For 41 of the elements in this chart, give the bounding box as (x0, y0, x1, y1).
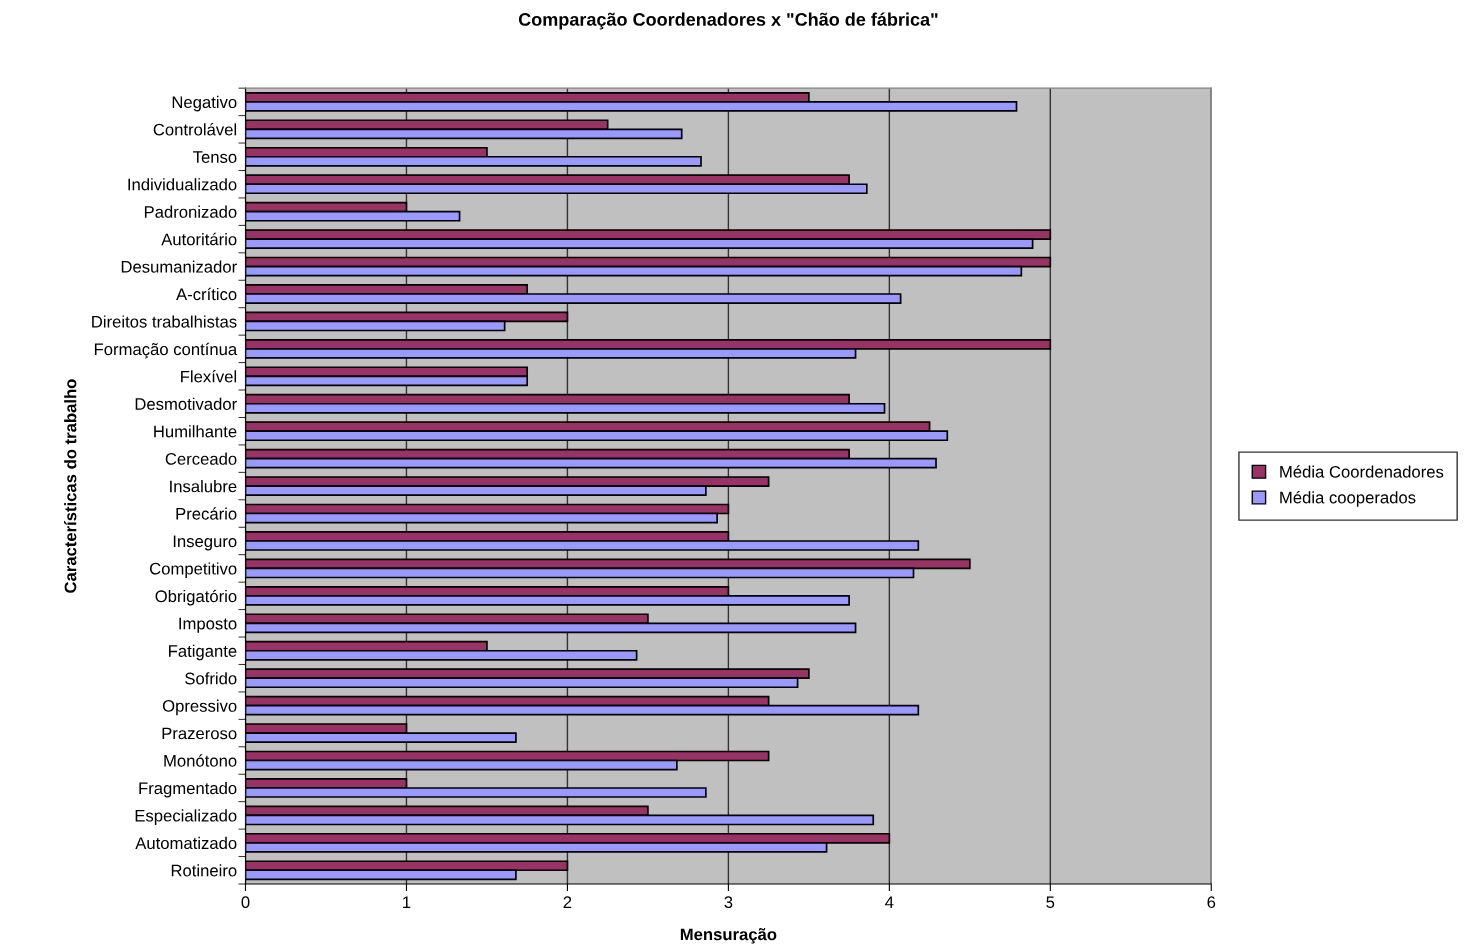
x-tick-label: 3 (724, 896, 733, 909)
y-tick-label: Formação contínua (94, 342, 238, 359)
y-tick-label: Controlável (153, 123, 237, 136)
y-tick-label: Flexível (181, 370, 237, 383)
y-tick-label: Humilhante (154, 425, 237, 438)
x-tick-label: 2 (563, 896, 572, 908)
y-tick-label: Sofrido (185, 672, 237, 685)
y-tick-label: Obrigatório (155, 589, 237, 606)
x-tick-label: 4 (885, 896, 894, 908)
y-tick-label: Direitos trabalhistas (92, 315, 237, 328)
x-tick-label: 1 (403, 896, 411, 908)
y-tick-label: Competitivo (150, 562, 237, 578)
y-tick-label: Rotineiro (171, 864, 237, 877)
y-tick-label: Precário (176, 507, 237, 520)
y-tick-label: Negativo (172, 95, 237, 112)
y-tick-label: Imposto (179, 617, 237, 633)
y-tick-label: Monótono (164, 754, 237, 767)
y-tick-label: Fragmentado (139, 781, 237, 798)
y-tick-label: Automatizado (135, 836, 237, 850)
y-tick-label: Cerceado (165, 452, 237, 465)
y-tick-label: Inseguro (173, 535, 237, 551)
y-tick-label: Prazeroso (162, 727, 237, 740)
y-tick-label: Fatigante (169, 644, 237, 661)
y-tick-label: Autoritário (161, 232, 237, 246)
y-tick-label: A-crítico (176, 287, 237, 301)
y-tick-label: Padronizado (144, 205, 237, 218)
y-tick-label: Insalubre (170, 480, 237, 493)
x-tick-label: 0 (241, 896, 250, 909)
y-tick-label: Individualizado (128, 178, 237, 191)
y-tick-label: Desmotivador (135, 397, 237, 410)
x-axis-title: Mensuração (680, 928, 777, 944)
y-axis-title: Características do trabalho (64, 379, 77, 593)
y-tick-label: Opressivo (162, 699, 237, 716)
legend-label: Média cooperados (1280, 491, 1416, 507)
x-tick-label: 6 (1207, 896, 1216, 909)
y-tick-label: Tenso (193, 151, 237, 163)
legend-label: Média Coordenadores (1280, 465, 1444, 478)
y-tick-label: Especializado (135, 809, 237, 825)
y-tick-label: Desumanizador (121, 260, 237, 273)
chart-title: Comparação Coordenadores x "Chão de fábrica" (518, 12, 938, 30)
x-tick-label: 5 (1046, 896, 1055, 909)
